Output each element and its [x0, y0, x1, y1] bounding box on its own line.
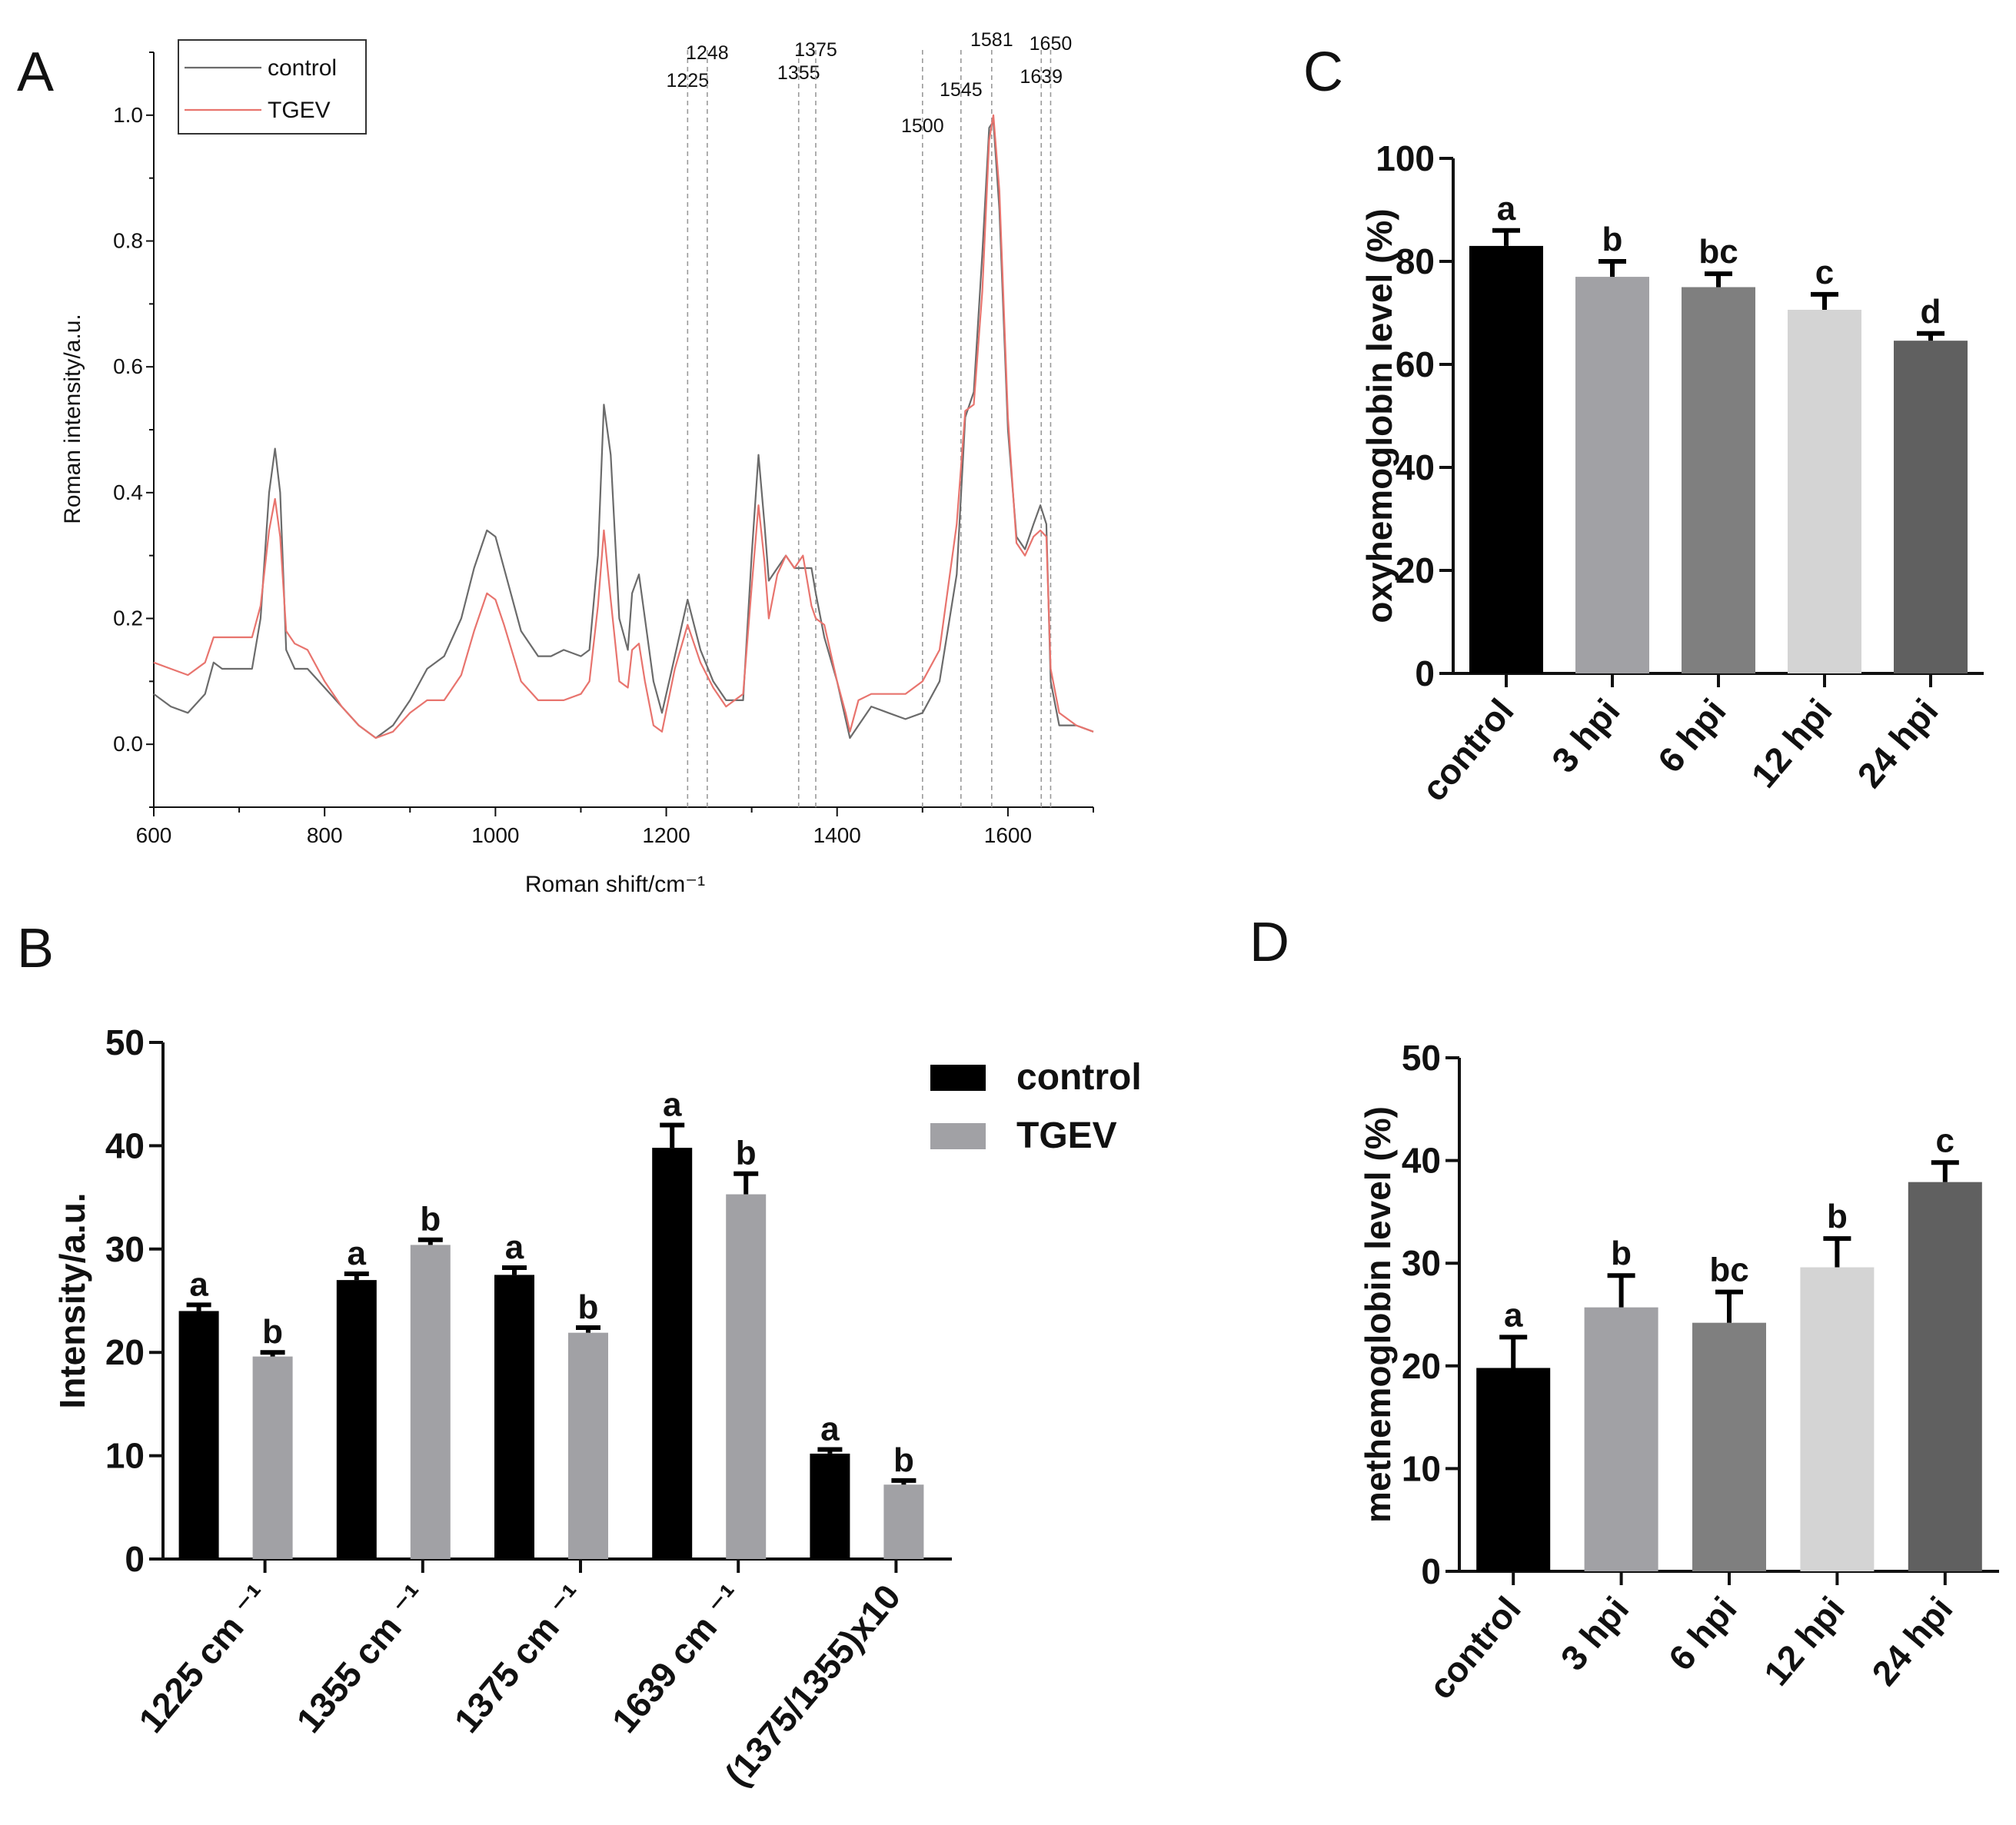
b-sig-label-tgev-3: b — [578, 1288, 599, 1326]
d-bar-24-hpi — [1908, 1182, 1982, 1571]
a-legend-box — [178, 39, 367, 135]
a-y-tick-label: 0.8 — [113, 229, 143, 253]
d-bar-3-hpi — [1584, 1307, 1658, 1571]
d-y-tick-label: 40 — [1402, 1141, 1441, 1181]
d-sig-label-24-hpi: c — [1936, 1122, 1954, 1159]
panel-letter-a: A — [17, 42, 54, 103]
c-bar-3-hpi — [1575, 277, 1649, 674]
a-x-tick-label: 800 — [307, 823, 343, 847]
b-sig-label-control-3: a — [505, 1228, 524, 1266]
a-x-tick-label: 600 — [136, 823, 172, 847]
c-sig-label-3-hpi: b — [1602, 221, 1623, 258]
a-x-tick-label: 1000 — [471, 823, 519, 847]
a-marker-label-1500: 1500 — [901, 115, 944, 137]
a-marker-label-1248: 1248 — [686, 42, 729, 64]
c-bar-12-hpi — [1788, 309, 1861, 673]
d-bar-6-hpi — [1692, 1322, 1766, 1571]
b-bar-tgev-4 — [726, 1194, 767, 1559]
c-y-tick-label: 60 — [1396, 344, 1435, 384]
panel-letter-b: B — [17, 918, 54, 979]
b-sig-label-tgev-2: b — [420, 1201, 441, 1238]
b-y-tick-label: 40 — [105, 1125, 145, 1165]
a-marker-label-1545: 1545 — [940, 79, 983, 101]
b-bar-control-4 — [652, 1148, 693, 1559]
b-y-tick-label: 10 — [105, 1436, 145, 1476]
a-y-tick-label: 0.4 — [113, 480, 143, 504]
c-sig-label-6-hpi: bc — [1698, 233, 1738, 271]
d-y-tick-label: 50 — [1402, 1038, 1441, 1078]
c-sig-label-24-hpi: d — [1921, 293, 1941, 331]
b-bar-control-3 — [494, 1275, 534, 1559]
b-y-tick-label: 50 — [105, 1022, 145, 1062]
d-bar-12-hpi — [1800, 1267, 1875, 1571]
a-legend-label-control: control — [268, 55, 337, 81]
c-y-axis-label: oxyhemoglobin level (%) — [1359, 208, 1399, 623]
panel-letter-c: C — [1303, 42, 1343, 103]
c-y-tick-label: 40 — [1396, 447, 1435, 487]
b-legend-label-tgev: TGEV — [1016, 1115, 1117, 1156]
a-x-axis-label: Roman shift/cm⁻¹ — [525, 872, 705, 897]
b-bar-control-1 — [178, 1311, 219, 1559]
d-y-tick-label: 20 — [1402, 1346, 1441, 1386]
d-y-tick-label: 0 — [1421, 1551, 1441, 1591]
d-sig-label-12-hpi: b — [1827, 1198, 1848, 1235]
a-y-tick-label: 0.2 — [113, 607, 143, 630]
c-y-tick-label: 20 — [1396, 550, 1435, 590]
b-legend-swatch-control — [930, 1065, 986, 1091]
b-bar-control-5 — [810, 1453, 850, 1559]
a-y-axis-label: Roman intensity/a.u. — [60, 314, 85, 524]
a-x-tick-label: 1200 — [642, 823, 690, 847]
b-sig-label-tgev-4: b — [736, 1135, 757, 1172]
c-y-tick-label: 80 — [1396, 241, 1435, 281]
b-legend-swatch-tgev — [930, 1123, 986, 1149]
a-y-tick-label: 0.0 — [113, 732, 143, 756]
a-x-tick-label: 1600 — [984, 823, 1032, 847]
a-marker-label-1225: 1225 — [667, 70, 710, 91]
b-y-tick-label: 0 — [125, 1539, 145, 1579]
b-sig-label-control-4: a — [663, 1086, 682, 1124]
a-marker-label-1650: 1650 — [1030, 33, 1073, 55]
c-sig-label-12-hpi: c — [1815, 254, 1834, 291]
d-sig-label-3-hpi: b — [1611, 1235, 1632, 1272]
b-y-tick-label: 30 — [105, 1229, 145, 1269]
b-sig-label-tgev-1: b — [262, 1313, 283, 1351]
b-bar-tgev-1 — [252, 1356, 293, 1559]
c-bar-control — [1469, 245, 1543, 673]
b-bar-tgev-5 — [883, 1484, 924, 1559]
a-x-tick-label: 1400 — [813, 823, 861, 847]
c-sig-label-control: a — [1497, 190, 1516, 228]
d-y-tick-label: 10 — [1402, 1448, 1441, 1488]
c-bar-24-hpi — [1894, 341, 1968, 673]
c-y-tick-label: 100 — [1376, 138, 1435, 178]
b-y-tick-label: 20 — [105, 1332, 145, 1372]
d-bar-control — [1476, 1368, 1551, 1571]
d-y-tick-label: 30 — [1402, 1243, 1441, 1283]
b-bar-control-2 — [336, 1280, 377, 1559]
chart-a-raman-spectrum: 0.0 0.2 0.4 0.6 0.8 1.0 600 800 1000 1200 1400 1600… — [60, 29, 1094, 897]
a-series-line-tgev — [153, 114, 1094, 740]
d-sig-label-control: a — [1504, 1296, 1523, 1334]
b-sig-label-control-1: a — [189, 1265, 208, 1303]
c-bar-6-hpi — [1682, 287, 1755, 673]
b-bar-tgev-3 — [568, 1332, 608, 1559]
a-y-tick-label: 1.0 — [113, 103, 143, 127]
a-series-line-control — [153, 120, 1094, 740]
b-sig-label-tgev-5: b — [893, 1441, 914, 1479]
b-sig-label-control-5: a — [820, 1411, 840, 1448]
b-sig-label-control-2: a — [348, 1235, 367, 1272]
a-y-tick-label: 0.6 — [113, 354, 143, 378]
d-sig-label-6-hpi: bc — [1709, 1252, 1748, 1289]
a-marker-label-1581: 1581 — [970, 29, 1013, 51]
b-legend-label-control: control — [1016, 1057, 1142, 1098]
a-marker-label-1355: 1355 — [777, 62, 820, 84]
a-legend-label-tgev: TGEV — [268, 98, 331, 123]
b-bar-tgev-2 — [410, 1245, 451, 1559]
a-marker-label-1639: 1639 — [1020, 66, 1063, 88]
d-y-axis-label: methemoglobin level (%) — [1358, 1106, 1398, 1523]
b-y-axis-label: Intensity/a.u. — [52, 1192, 92, 1408]
panel-letter-d: D — [1249, 912, 1289, 973]
a-marker-label-1375: 1375 — [794, 39, 837, 61]
c-y-tick-label: 0 — [1415, 653, 1435, 693]
